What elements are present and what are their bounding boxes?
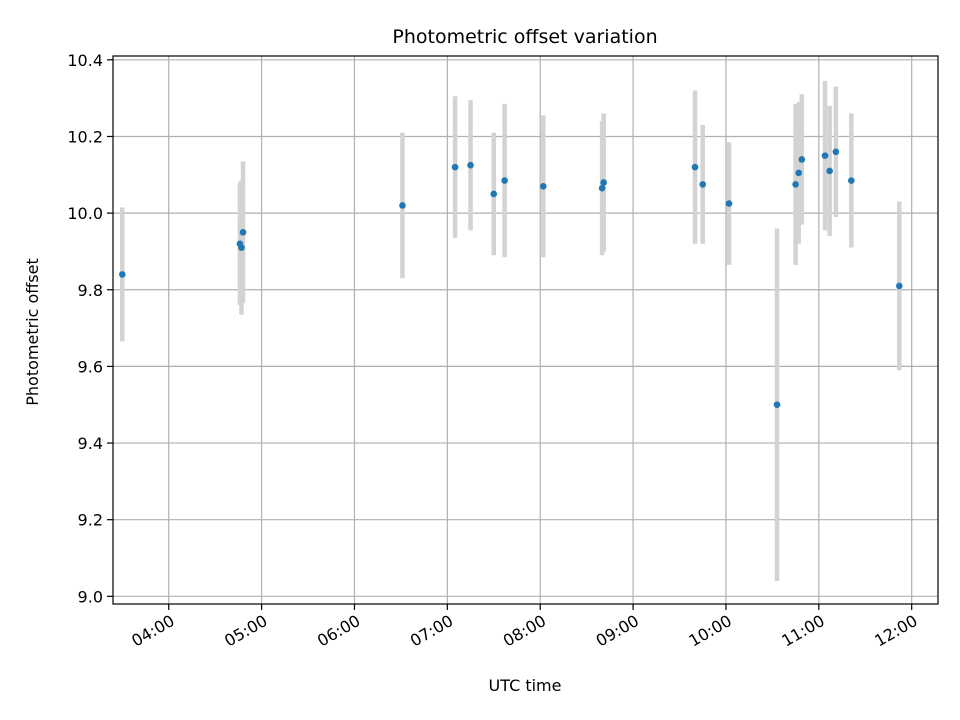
y-tick-label: 10.0 [67, 204, 103, 223]
data-point [821, 152, 829, 159]
plot-area-frame [112, 55, 939, 605]
data-point [798, 156, 806, 163]
data-point [118, 271, 126, 278]
y-tick-label: 9.8 [78, 281, 103, 300]
data-point [699, 181, 707, 188]
data-point [399, 202, 406, 209]
data-points [118, 148, 903, 409]
data-point [600, 179, 607, 186]
data-point [826, 167, 833, 175]
data-point [896, 282, 903, 290]
y-axis: 9.0 9.2 9.4 9.6 9.8 10.0 10.2 10.4 [67, 51, 113, 606]
y-tick-label: 10.2 [67, 127, 103, 146]
data-point [467, 161, 474, 169]
data-point [792, 181, 799, 188]
data-point [848, 177, 855, 184]
data-point [451, 163, 459, 171]
data-point [490, 190, 498, 198]
data-point [238, 244, 245, 251]
data-point [540, 182, 547, 190]
y-axis-title: Photometric offset [23, 258, 42, 406]
data-point [773, 401, 781, 409]
y-tick-label: 9.0 [78, 587, 103, 606]
y-tick-label: 9.6 [78, 357, 103, 376]
grid [113, 56, 938, 604]
y-tick-label: 9.4 [78, 434, 103, 453]
y-tick-label: 10.4 [67, 51, 103, 70]
data-point [832, 148, 840, 156]
data-point [598, 184, 606, 192]
data-point [725, 200, 733, 207]
data-point [501, 177, 508, 184]
data-point [691, 163, 699, 171]
data-point [795, 169, 802, 177]
data-point [239, 228, 247, 236]
y-tick-label: 9.2 [78, 511, 103, 530]
x-axis-title: UTC time [489, 676, 562, 695]
chart-title: Photometric offset variation [392, 26, 657, 48]
